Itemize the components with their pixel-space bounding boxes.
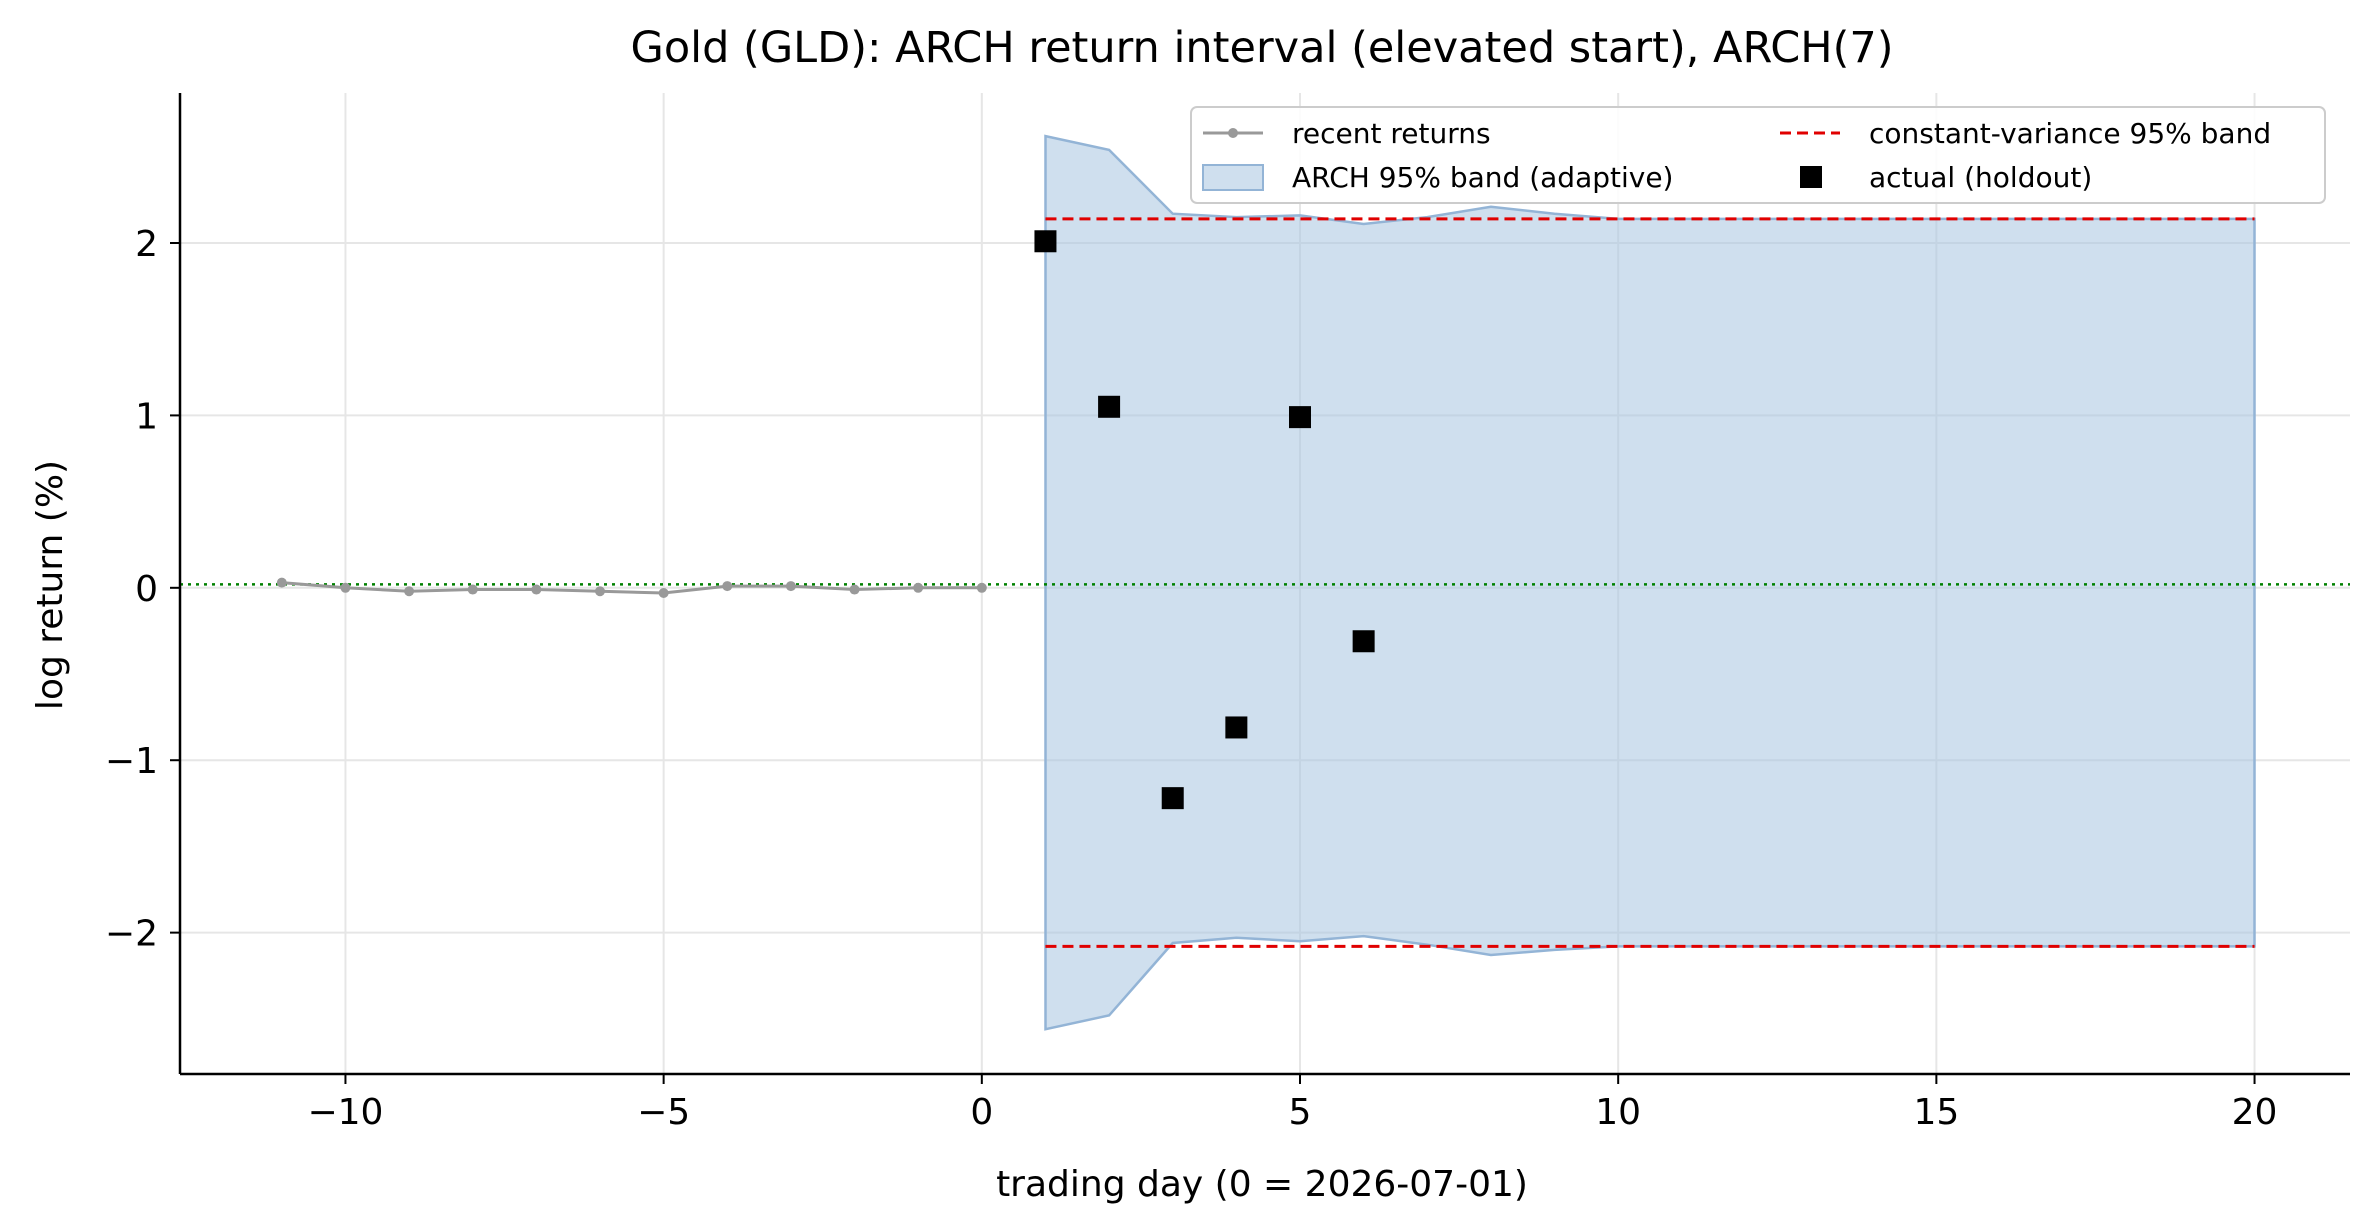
y-axis-label: log return (%) [30, 460, 71, 710]
actual-holdout-series [1034, 230, 1375, 810]
recent-returns-point [276, 577, 287, 588]
recent-returns-series [276, 577, 987, 598]
x-tick-label: 0 [970, 1092, 993, 1133]
axes [170, 93, 2350, 1084]
legend: recent returns ARCH 95% band (adaptive) … [1190, 106, 2326, 204]
y-tick-label: −1 [105, 741, 158, 782]
y-tick-label: 1 [135, 396, 158, 437]
legend-swatch-arch-band [1202, 164, 1264, 191]
actual-holdout-point [1289, 406, 1311, 429]
arch-band-area [1044, 134, 2256, 1031]
recent-returns-point [722, 581, 733, 592]
recent-returns-point [531, 584, 542, 595]
legend-marker-recent-returns [1228, 128, 1238, 138]
legend-frame [1190, 106, 2326, 204]
x-tick-label: −5 [637, 1092, 690, 1133]
actual-holdout-point [1225, 716, 1248, 739]
x-tick-label: 5 [1289, 1092, 1312, 1133]
recent-returns-point [658, 587, 669, 598]
recent-returns-point [849, 584, 860, 595]
recent-returns-point [595, 586, 605, 597]
recent-returns-point [976, 582, 987, 593]
recent-returns-point [340, 582, 351, 593]
legend-label-recent-returns: recent returns [1292, 117, 1491, 150]
y-tick-label: 2 [135, 224, 158, 265]
arch-band [1044, 134, 2256, 1031]
legend-label-actual: actual (holdout) [1869, 161, 2092, 194]
x-tick-label: 20 [2232, 1092, 2278, 1133]
x-tick-label: −10 [307, 1092, 383, 1133]
recent-returns-point [467, 584, 478, 595]
x-tick-label: 15 [1913, 1092, 1959, 1133]
recent-returns-point [913, 582, 924, 593]
legend-label-arch-band: ARCH 95% band (adaptive) [1292, 161, 1673, 194]
x-axis-label: trading day (0 = 2026-07-01) [996, 1164, 1528, 1205]
actual-holdout-point [1034, 230, 1057, 253]
actual-holdout-point [1098, 395, 1121, 418]
recent-returns-point [785, 581, 796, 592]
y-tick-label: 0 [135, 569, 158, 610]
chart-title: Gold (GLD): ARCH return interval (elevat… [631, 23, 1894, 73]
legend-label-constant-band: constant-variance 95% band [1869, 117, 2271, 150]
x-tick-label: 10 [1595, 1092, 1641, 1133]
recent-returns-point [404, 586, 415, 597]
constant-variance-band [1045, 217, 2255, 948]
legend-marker-actual [1800, 166, 1822, 188]
recent-returns-line [281, 581, 982, 595]
actual-holdout-point [1352, 630, 1375, 653]
y-tick-label: −2 [105, 914, 158, 955]
actual-holdout-point [1161, 787, 1184, 810]
